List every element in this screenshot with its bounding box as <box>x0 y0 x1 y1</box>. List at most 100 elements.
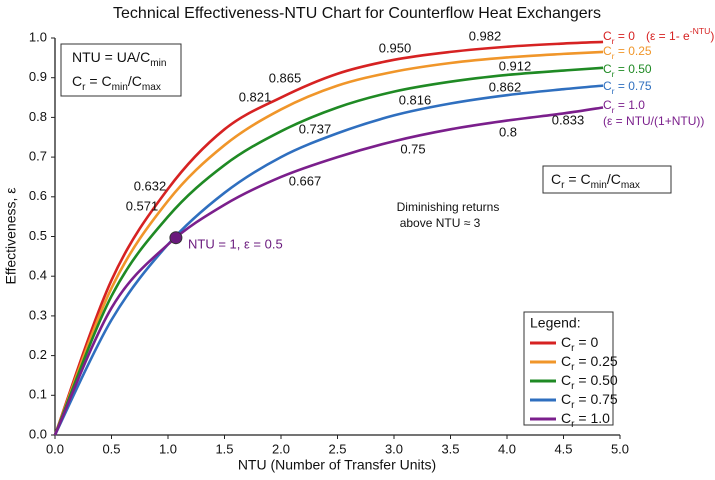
x-tick-label: 3.0 <box>385 441 403 456</box>
annotation: 0.75 <box>400 141 425 156</box>
series-line <box>53 40 604 436</box>
annotation: NTU = 1, ε = 0.5 <box>188 236 283 251</box>
x-axis-label: NTU (Number of Transfer Units) <box>238 457 436 473</box>
y-tick-label: 0.6 <box>29 188 47 203</box>
x-tick-label: 2.5 <box>328 441 346 456</box>
text-part: = 0.25 <box>615 44 652 58</box>
text-part: = 0.50 <box>574 372 617 388</box>
text-part: (ε = NTU/(1+NTU)) <box>603 114 704 128</box>
subscript: min <box>150 58 166 69</box>
series-end-label: Cr = 0.75 <box>603 79 652 96</box>
subscript: max <box>142 82 161 93</box>
text-part: /C <box>607 171 621 187</box>
text-part: C <box>551 171 561 187</box>
x-tick-label: 5.0 <box>611 441 629 456</box>
legend-label: Cr = 1.0 <box>561 410 610 430</box>
annotation: Diminishing returns <box>397 200 500 214</box>
subscript: r <box>82 82 86 93</box>
legend-title: Legend: <box>530 315 581 331</box>
superscript: -NTU <box>690 26 711 36</box>
y-tick-label: 0.4 <box>29 268 47 283</box>
text-part: /C <box>128 73 142 89</box>
x-tick-label: 4.0 <box>498 441 516 456</box>
annotation: 0.737 <box>299 121 332 136</box>
subscript: r <box>612 69 615 79</box>
formula-text: NTU = UA/Cmin <box>72 49 166 69</box>
text-part: C <box>603 44 612 58</box>
x-tick-label: 1.5 <box>215 441 233 456</box>
x-tick-label: 3.5 <box>441 441 459 456</box>
series-line <box>53 50 604 436</box>
x-tick-label: 2.0 <box>272 441 290 456</box>
text-part: = 1.0 <box>574 410 610 426</box>
subscript: r <box>571 381 575 392</box>
subscript: min <box>591 180 607 191</box>
x-tick-label: 0.0 <box>46 441 64 456</box>
highlight-point <box>169 231 183 245</box>
formula-box <box>60 43 182 97</box>
series-end-label: Cr = 0 <box>603 29 635 46</box>
formula-text: Cr = Cmin/Cmax <box>72 73 161 93</box>
text-part: C <box>561 391 571 407</box>
text-part: = 0 <box>574 334 598 350</box>
subscript: max <box>621 180 640 191</box>
text-part: C <box>561 334 571 350</box>
series-line <box>53 106 604 436</box>
text-part: = 0.50 <box>615 62 652 76</box>
legend-label: Cr = 0.50 <box>561 372 618 392</box>
y-tick-label: 0.0 <box>29 426 47 441</box>
y-tick-label: 0.1 <box>29 387 47 402</box>
annotation: 0.912 <box>499 58 532 73</box>
text-part: = 0.25 <box>574 353 617 369</box>
series-end-label: Cr = 0.50 <box>603 62 652 79</box>
legend-label: Cr = 0.25 <box>561 353 618 373</box>
text-part: C <box>603 62 612 76</box>
text-part: C <box>561 410 571 426</box>
annotation: 0.816 <box>399 92 432 107</box>
annotation: 0.632 <box>134 178 167 193</box>
text-part: C <box>603 79 612 93</box>
annotation: above NTU ≈ 3 <box>400 216 481 230</box>
text-part: ) <box>710 29 714 43</box>
annotation: 0.865 <box>269 70 302 85</box>
subscript: r <box>612 105 615 115</box>
subscript: r <box>571 343 575 354</box>
y-tick-label: 0.2 <box>29 347 47 362</box>
x-tick-label: 4.5 <box>554 441 572 456</box>
y-tick-label: 0.5 <box>29 228 47 243</box>
chart-title: Technical Effectiveness-NTU Chart for Co… <box>113 5 601 22</box>
annotation: 0.8 <box>499 124 517 139</box>
series-line <box>53 84 604 436</box>
y-tick-label: 0.3 <box>29 307 47 322</box>
legend-box <box>523 311 614 426</box>
annotation: 0.667 <box>289 173 322 188</box>
text-part: C <box>603 29 612 43</box>
legend-label: Cr = 0.75 <box>561 391 618 411</box>
text-part: (ε = 1- e <box>646 29 690 43</box>
subscript: r <box>612 51 615 61</box>
text-part: C <box>561 353 571 369</box>
ratio-box <box>542 165 672 194</box>
subscript: r <box>571 400 575 411</box>
series-end-label: Cr = 0.25 <box>603 44 652 61</box>
series-note: (ε = 1- e-NTU) <box>646 26 714 43</box>
annotation: 0.982 <box>469 28 502 43</box>
y-tick-label: 1.0 <box>29 29 47 44</box>
y-axis-label: Effectiveness, ε <box>3 187 19 284</box>
subscript: r <box>612 86 615 96</box>
annotation: 0.571 <box>126 198 159 213</box>
text-part: = 1.0 <box>615 98 646 112</box>
x-tick-label: 0.5 <box>102 441 120 456</box>
annotation: 0.862 <box>489 79 522 94</box>
subscript: min <box>112 82 128 93</box>
annotation: 0.950 <box>379 40 412 55</box>
series-line <box>53 66 604 436</box>
text-part: = 0.75 <box>615 79 652 93</box>
series-end-label: Cr = 1.0 <box>603 98 645 115</box>
text-part: C <box>72 73 82 89</box>
annotation: 0.821 <box>239 89 272 104</box>
subscript: r <box>612 36 615 46</box>
y-tick-label: 0.9 <box>29 69 47 84</box>
legend-label: Cr = 0 <box>561 334 598 354</box>
